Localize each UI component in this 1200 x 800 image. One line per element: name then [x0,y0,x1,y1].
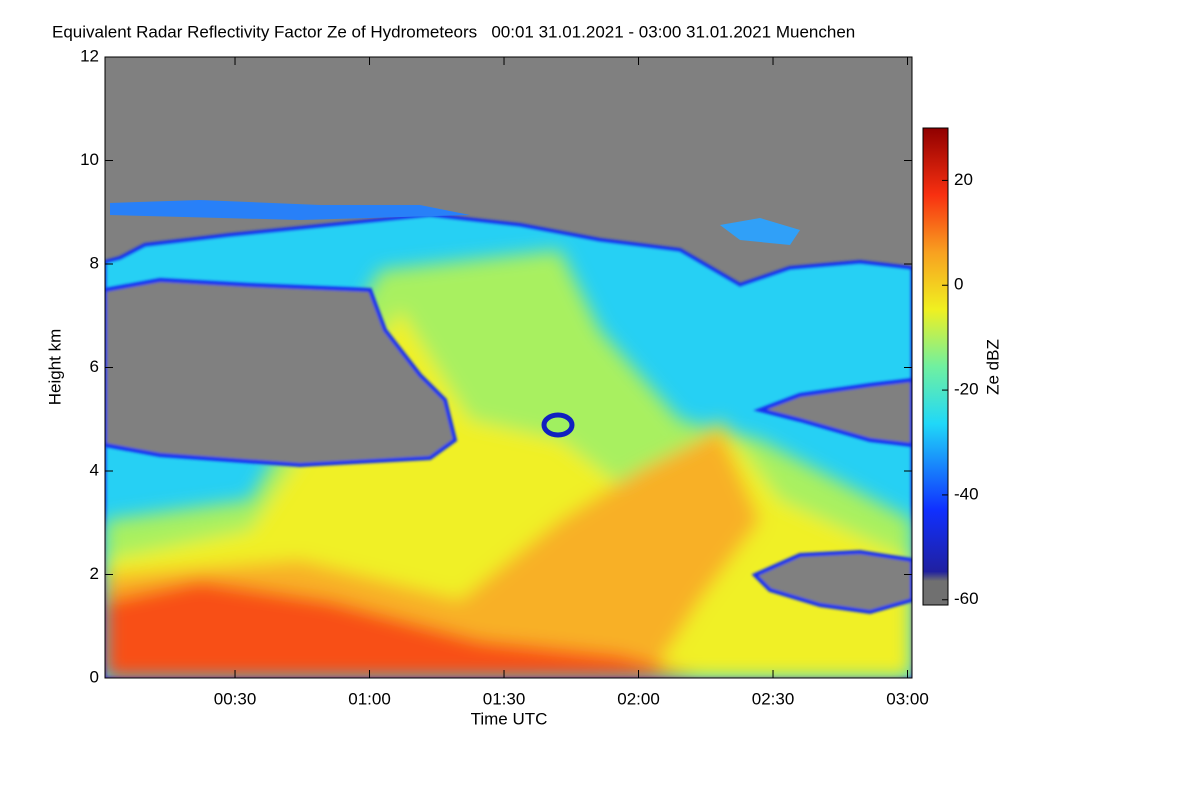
chart-title: Equivalent Radar Reflectivity Factor Ze … [52,22,855,41]
reflectivity-field [105,57,912,678]
y-tick-label: 8 [90,253,99,272]
clear-air-gap-right [753,377,912,448]
echo-ring [541,412,575,438]
colorbar-label: Ze dBZ [983,339,1002,395]
y-tick-label: 4 [90,460,99,479]
x-tick-label: 01:30 [483,689,526,708]
cloud-fragment [720,218,800,245]
y-tick-label: 2 [90,564,99,583]
colorbar-tick-label: -40 [954,484,979,503]
y-axis-label: Height km [45,329,64,406]
y-tick-label: 6 [90,357,99,376]
x-tick-label: 00:30 [214,689,257,708]
y-tick-label: 0 [90,667,99,686]
x-axis-label: Time UTC [471,709,548,728]
colorbar-tick-label: 20 [954,170,973,189]
y-tick-label: 10 [80,150,99,169]
colorbar-tick-label: 0 [954,275,963,294]
y-tick-label: 12 [80,46,99,65]
clear-air-gap-low [751,549,912,615]
x-tick-label: 02:00 [617,689,660,708]
x-tick-label: 02:30 [752,689,795,708]
x-tick-label: 01:00 [348,689,391,708]
cloud-top-strip [110,200,470,220]
colorbar-tick-label: -20 [954,380,979,399]
x-tick-label: 03:00 [886,689,929,708]
colorbar [922,127,949,606]
clear-air-gap-left [105,277,458,468]
colorbar-tick-label: -60 [954,589,979,608]
